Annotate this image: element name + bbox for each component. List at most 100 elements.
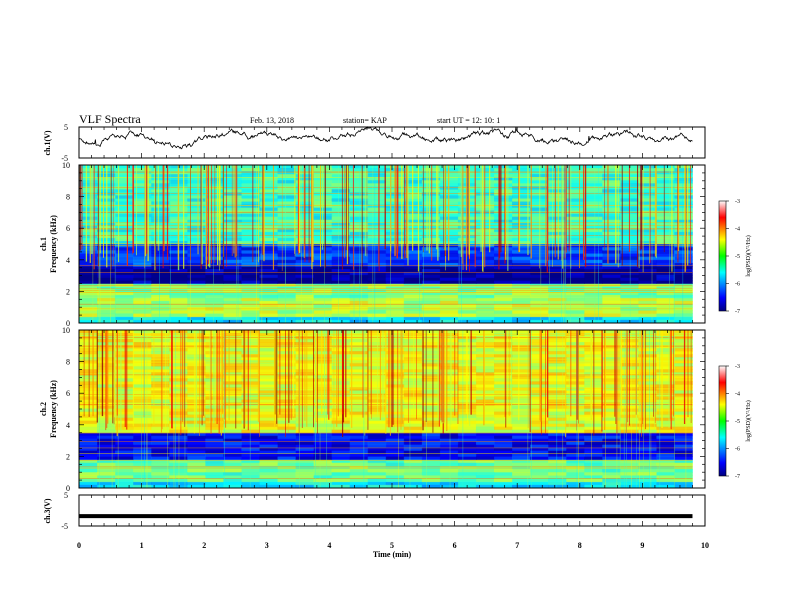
spectrogram-cell — [674, 429, 693, 434]
spectrogram-cell — [331, 250, 351, 254]
spectrogram-cell — [223, 484, 242, 488]
spectrogram-cell — [79, 469, 98, 473]
spectrogram-cell — [494, 234, 513, 239]
spectrogram-cell — [205, 269, 224, 273]
spectrogram-cell — [494, 469, 513, 473]
spectrogram-cell — [656, 237, 675, 242]
spectrogram-cell — [187, 219, 206, 224]
spectrogram-cell — [97, 462, 116, 467]
spectrogram-cell — [295, 441, 315, 446]
spectrogram-cell — [674, 244, 693, 248]
spectrogram-cell — [638, 171, 657, 175]
spectrogram-cell — [79, 411, 98, 416]
spectrogram-cell — [385, 271, 405, 276]
spectrogram-cell — [530, 366, 549, 370]
spectrogram-cell — [313, 297, 333, 302]
spectrogram-cell — [295, 465, 315, 470]
spectrogram-cell — [241, 204, 260, 209]
spectrogram-cell — [602, 262, 621, 267]
spectrogram-cell — [151, 354, 170, 358]
spectrogram-cell — [241, 294, 260, 299]
spectrogram-cell — [187, 186, 206, 190]
spectrogram-cell — [241, 297, 260, 302]
spectrogram-cell — [548, 366, 567, 370]
spectrogram-cell — [566, 313, 585, 318]
spectrogram-cell — [602, 213, 621, 218]
spectrogram-cell — [205, 481, 224, 486]
spectrogram-cell — [151, 168, 170, 172]
spectrogram-cell — [169, 378, 188, 382]
spectrogram-cell — [367, 256, 387, 261]
spectrogram-cell — [169, 414, 188, 419]
spectrogram-cell — [133, 198, 152, 202]
spectrogram-cell — [349, 481, 369, 486]
spectrogram-cell — [421, 168, 441, 172]
spectrogram-cell — [367, 228, 387, 233]
spectrogram-cell — [151, 462, 170, 467]
spectrogram-cell — [674, 408, 693, 413]
spectrogram-cell — [512, 253, 531, 258]
spectrogram-cell — [439, 262, 459, 267]
spectrogram-cell — [566, 414, 585, 419]
spectrogram-cell — [79, 456, 98, 461]
spectrogram-cell — [97, 292, 116, 296]
spectrogram-cell — [584, 247, 603, 251]
spectrogram-cell — [421, 219, 441, 224]
spectrogram-cell — [259, 213, 278, 218]
x-axis-tick-labels: 0 1 2 3 4 5 6 7 8 9 10 — [77, 541, 709, 550]
spectrogram-cell — [439, 274, 459, 279]
spectrogram-cell — [674, 198, 693, 202]
spectrogram-cell — [530, 411, 549, 416]
spectrogram-cell — [403, 396, 423, 400]
spectrogram-cell — [367, 266, 387, 270]
spectrogram-cell — [548, 432, 567, 437]
spectrogram-cell — [331, 269, 351, 273]
spectrogram-cell — [79, 319, 98, 323]
spectrogram-cell — [530, 319, 549, 323]
spectrogram-cell — [548, 465, 567, 470]
spectrogram-cell — [223, 384, 242, 388]
spectrogram-cell — [205, 426, 224, 431]
spectrogram-cell — [421, 372, 441, 376]
spectrogram-cell — [259, 274, 278, 279]
spectrogram-cell — [421, 201, 441, 205]
spectrogram-cell — [241, 168, 260, 172]
spectrogram-cell — [584, 300, 603, 305]
spectrogram-cell — [584, 177, 603, 181]
spectrogram-cell — [259, 198, 278, 202]
spectrogram-cell — [512, 435, 531, 440]
spectrogram-cell — [169, 450, 188, 455]
spectrogram-cell — [656, 234, 675, 239]
spectrogram-cell — [331, 396, 351, 400]
spectrogram-cell — [403, 414, 423, 419]
spectrogram-cell — [331, 204, 351, 209]
spectrogram-cell — [548, 259, 567, 264]
spectrogram-cell — [548, 304, 567, 308]
spectrogram-cell — [566, 269, 585, 273]
spectrogram-cell — [259, 174, 278, 178]
spectrogram-cell — [530, 330, 549, 334]
spectrogram-cell — [241, 271, 260, 276]
spectrogram-cell — [656, 244, 675, 248]
spectrogram-cell — [638, 438, 657, 443]
spectrogram-cell — [133, 237, 152, 242]
spectrogram-cell — [494, 408, 513, 413]
spectrogram-cell — [241, 269, 260, 273]
spectrogram-cell — [548, 438, 567, 443]
spectrogram-cell — [313, 345, 333, 349]
spectrogram-cell — [223, 165, 242, 169]
spectrogram-cell — [79, 244, 98, 248]
spectrogram-cell — [584, 237, 603, 242]
spectrogram-cell — [584, 441, 603, 446]
spectrogram-cell — [205, 423, 224, 428]
spectrogram-cell — [259, 204, 278, 209]
ch1-waveform-ylabel: ch.1(V) — [43, 130, 52, 155]
spectrogram-cell — [259, 354, 278, 358]
spectrogram-cell — [475, 348, 495, 352]
spectrogram-cell — [439, 319, 459, 323]
spectrogram-cell — [133, 222, 152, 227]
spectrogram-cell — [620, 469, 639, 473]
spectrogram-cell — [584, 201, 603, 205]
spectrogram-cell — [421, 378, 441, 382]
